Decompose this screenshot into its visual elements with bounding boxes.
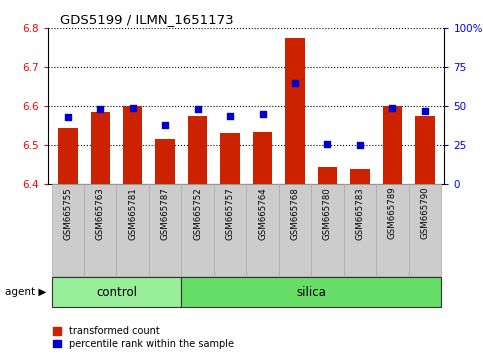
Point bbox=[259, 111, 267, 117]
Point bbox=[226, 113, 234, 118]
Text: GSM665755: GSM665755 bbox=[63, 187, 72, 240]
Bar bbox=[285, 38, 305, 184]
Text: GSM665789: GSM665789 bbox=[388, 187, 397, 239]
Bar bbox=[58, 128, 77, 184]
Bar bbox=[350, 169, 369, 184]
Point bbox=[194, 107, 201, 112]
Bar bbox=[52, 277, 182, 307]
Bar bbox=[383, 106, 402, 184]
Bar bbox=[311, 184, 344, 276]
Text: GSM665781: GSM665781 bbox=[128, 187, 137, 240]
Point bbox=[129, 105, 137, 110]
Bar bbox=[253, 132, 272, 184]
Legend: transformed count, percentile rank within the sample: transformed count, percentile rank withi… bbox=[53, 326, 234, 349]
Bar bbox=[214, 184, 246, 276]
Text: GSM665763: GSM665763 bbox=[96, 187, 105, 240]
Point bbox=[97, 107, 104, 112]
Text: GSM665780: GSM665780 bbox=[323, 187, 332, 240]
Bar bbox=[188, 116, 207, 184]
Bar bbox=[246, 184, 279, 276]
Text: GSM665787: GSM665787 bbox=[161, 187, 170, 240]
Bar bbox=[116, 184, 149, 276]
Bar bbox=[344, 184, 376, 276]
Point bbox=[64, 114, 71, 120]
Point bbox=[388, 105, 396, 110]
Text: GSM665768: GSM665768 bbox=[291, 187, 299, 240]
Bar bbox=[318, 167, 337, 184]
Text: GSM665790: GSM665790 bbox=[420, 187, 429, 239]
Text: GDS5199 / ILMN_1651173: GDS5199 / ILMN_1651173 bbox=[60, 13, 234, 26]
Bar bbox=[182, 184, 214, 276]
Bar bbox=[409, 184, 441, 276]
Bar bbox=[123, 106, 142, 184]
Text: GSM665764: GSM665764 bbox=[258, 187, 267, 240]
Bar bbox=[182, 277, 441, 307]
Text: GSM665752: GSM665752 bbox=[193, 187, 202, 240]
Bar bbox=[90, 112, 110, 184]
Bar bbox=[279, 184, 311, 276]
Text: GSM665783: GSM665783 bbox=[355, 187, 365, 240]
Text: control: control bbox=[96, 286, 137, 298]
Bar bbox=[84, 184, 116, 276]
Bar bbox=[149, 184, 182, 276]
Text: silica: silica bbox=[296, 286, 326, 298]
Bar bbox=[220, 133, 240, 184]
Point bbox=[291, 80, 299, 86]
Point bbox=[356, 142, 364, 148]
Point bbox=[324, 141, 331, 147]
Bar bbox=[52, 184, 84, 276]
Text: agent ▶: agent ▶ bbox=[5, 287, 46, 297]
Bar bbox=[156, 139, 175, 184]
Bar bbox=[415, 116, 435, 184]
Point bbox=[161, 122, 169, 128]
Point bbox=[421, 108, 429, 114]
Text: GSM665757: GSM665757 bbox=[226, 187, 235, 240]
Bar bbox=[376, 184, 409, 276]
